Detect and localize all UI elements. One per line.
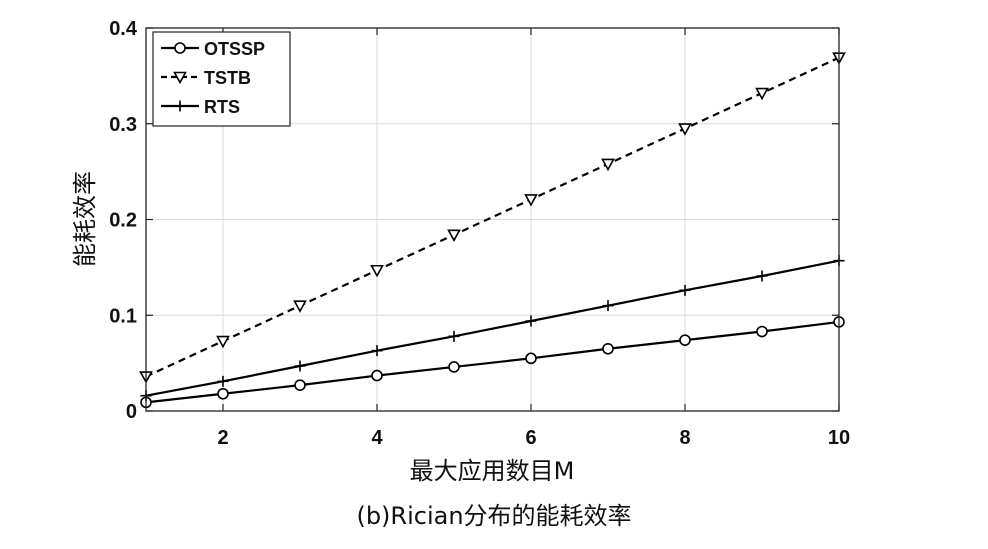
legend-entry-otssp: OTSSP: [161, 39, 265, 59]
data-point-tstb: [370, 264, 384, 278]
data-point-otssp: [294, 379, 306, 391]
y-tick-label: 0.2: [109, 210, 137, 232]
y-tick-label: 0: [126, 401, 137, 423]
data-point-rts: [525, 315, 537, 327]
figure-caption: (b)Rician分布的能耗效率: [356, 502, 632, 530]
legend: OTSSP TSTB RTS: [152, 31, 291, 127]
data-point-rts: [294, 360, 306, 372]
y-tick-label: 0.3: [109, 114, 137, 136]
x-axis-label: 最大应用数目M: [410, 457, 575, 485]
data-point-otssp: [602, 342, 614, 355]
data-point-otssp: [679, 334, 691, 346]
legend-entry-rts: RTS: [161, 97, 240, 117]
data-point-rts: [602, 300, 614, 312]
legend-marker: [173, 71, 187, 85]
data-point-tstb: [293, 300, 307, 313]
data-point-tstb: [524, 194, 538, 207]
series-otssp: [140, 316, 845, 409]
data-point-tstb: [755, 87, 769, 101]
legend-entry-tstb: TSTB: [161, 68, 251, 88]
legend-label: RTS: [204, 97, 240, 117]
data-point-tstb: [216, 335, 230, 349]
data-point-rts: [679, 284, 691, 296]
x-tick-label: 8: [679, 427, 690, 449]
data-point-otssp: [448, 361, 460, 373]
x-tick-label: 10: [828, 427, 850, 449]
data-point-rts: [448, 330, 460, 342]
data-point-otssp: [371, 369, 383, 382]
ticks: 2 4 6 8 10 0 0.1 0.2 0.3 0.4: [109, 18, 850, 449]
y-tick-label: 0.1: [109, 305, 137, 327]
data-point-tstb: [678, 123, 692, 136]
legend-marker: [174, 100, 186, 112]
data-point-tstb: [601, 158, 615, 172]
legend-label: TSTB: [204, 68, 251, 88]
x-tick-label: 4: [371, 427, 383, 449]
data-point-otssp: [525, 352, 537, 365]
x-tick-label: 2: [217, 427, 228, 449]
series-line-rts: [145, 259, 840, 397]
data-point-rts: [217, 375, 229, 387]
data-point-otssp: [217, 387, 229, 400]
legend-label: OTSSP: [204, 39, 265, 59]
data-point-rts: [756, 270, 768, 282]
y-axis-label: 能耗效率: [71, 171, 99, 267]
data-point-tstb: [447, 229, 461, 242]
data-point-otssp: [756, 325, 768, 338]
series-line-otssp: [145, 320, 840, 404]
legend-marker: [174, 42, 186, 54]
data-point-rts: [371, 345, 383, 357]
y-tick-label: 0.4: [109, 18, 138, 40]
x-tick-label: 6: [525, 427, 536, 449]
